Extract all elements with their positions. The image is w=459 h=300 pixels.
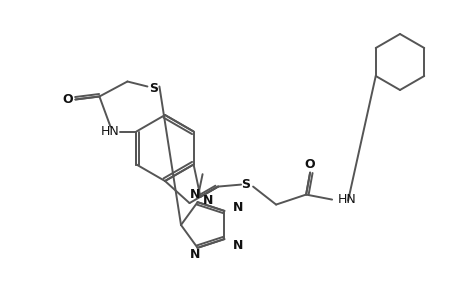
Text: N: N [189, 248, 199, 261]
Text: O: O [304, 158, 315, 171]
Text: N: N [232, 238, 242, 252]
Text: S: S [241, 178, 250, 191]
Text: HN: HN [101, 125, 119, 138]
Text: N: N [189, 188, 199, 201]
Text: O: O [62, 93, 73, 106]
Text: S: S [149, 82, 157, 95]
Text: N: N [202, 194, 213, 207]
Text: HN: HN [337, 193, 356, 206]
Text: N: N [232, 201, 242, 214]
